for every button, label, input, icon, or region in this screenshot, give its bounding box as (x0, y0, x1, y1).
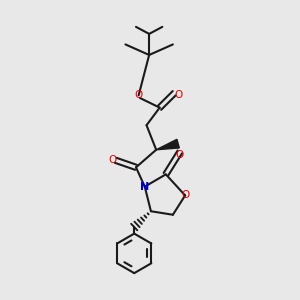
Text: O: O (108, 155, 116, 165)
Text: O: O (181, 190, 189, 200)
Text: O: O (174, 90, 182, 100)
Polygon shape (156, 139, 179, 150)
Text: N: N (140, 182, 149, 192)
Text: O: O (176, 150, 184, 160)
Text: O: O (134, 90, 143, 100)
